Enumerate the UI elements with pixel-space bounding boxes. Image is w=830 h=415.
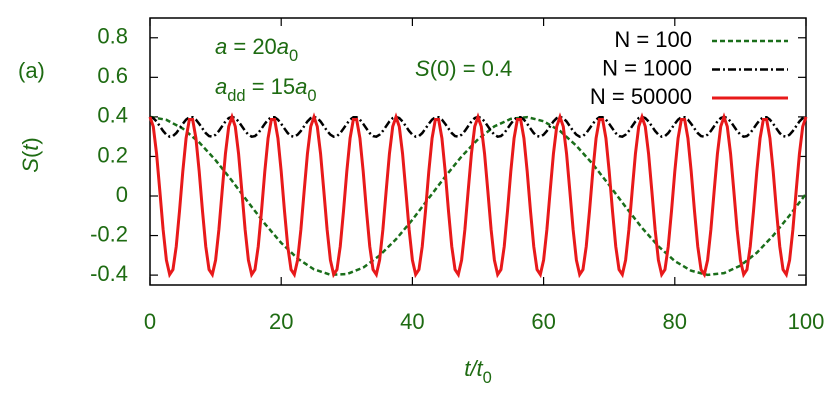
label-part: 0 <box>307 87 316 105</box>
x-tick-label: 0 <box>144 309 156 334</box>
label-part: S <box>415 56 430 81</box>
label-part: 0 <box>483 369 492 387</box>
label-part: ) <box>18 137 43 144</box>
x-tick-label: 100 <box>788 309 825 334</box>
label-part: dd <box>227 87 245 105</box>
label-part: a <box>277 34 289 59</box>
label-part: ( <box>18 150 43 158</box>
label-part: 0 <box>289 47 298 65</box>
annotation: a = 20a0 <box>215 34 298 66</box>
label-part: = 20 <box>227 34 277 59</box>
label-part: a <box>215 34 227 59</box>
x-tick-label: 20 <box>269 309 293 334</box>
label-part: a <box>295 74 307 99</box>
y-tick-label: -0.2 <box>90 221 128 246</box>
series-line <box>148 112 808 279</box>
label-part: S <box>18 158 43 173</box>
label-part: (0) = 0.4 <box>430 56 513 81</box>
legend-label: N = 50000 <box>590 84 692 109</box>
annotation: add = 15a0 <box>215 74 317 106</box>
y-axis-label: S(t) <box>18 137 43 172</box>
y-tick-label: 0.2 <box>97 142 128 167</box>
label-part: t/t <box>464 356 483 381</box>
plot-frame <box>149 17 807 286</box>
label-part: t <box>18 144 43 151</box>
y-tick-label: 0.4 <box>97 103 128 128</box>
y-tick-label: 0.6 <box>97 63 128 88</box>
label-part: = 15 <box>246 74 296 99</box>
legend-label: N = 100 <box>614 27 692 52</box>
panel-label: (a) <box>18 58 45 83</box>
series-line <box>149 115 807 277</box>
annotation: S(0) = 0.4 <box>415 56 512 81</box>
label-part: a <box>215 74 227 99</box>
x-axis-label: t/t0 <box>464 356 492 388</box>
legend-label: N = 1000 <box>602 55 692 80</box>
x-tick-label: 80 <box>663 309 687 334</box>
y-tick-label: -0.4 <box>90 261 128 286</box>
y-tick-label: 0.8 <box>97 24 128 49</box>
x-tick-label: 60 <box>531 309 555 334</box>
y-tick-label: 0 <box>116 182 128 207</box>
x-tick-label: 40 <box>400 309 424 334</box>
